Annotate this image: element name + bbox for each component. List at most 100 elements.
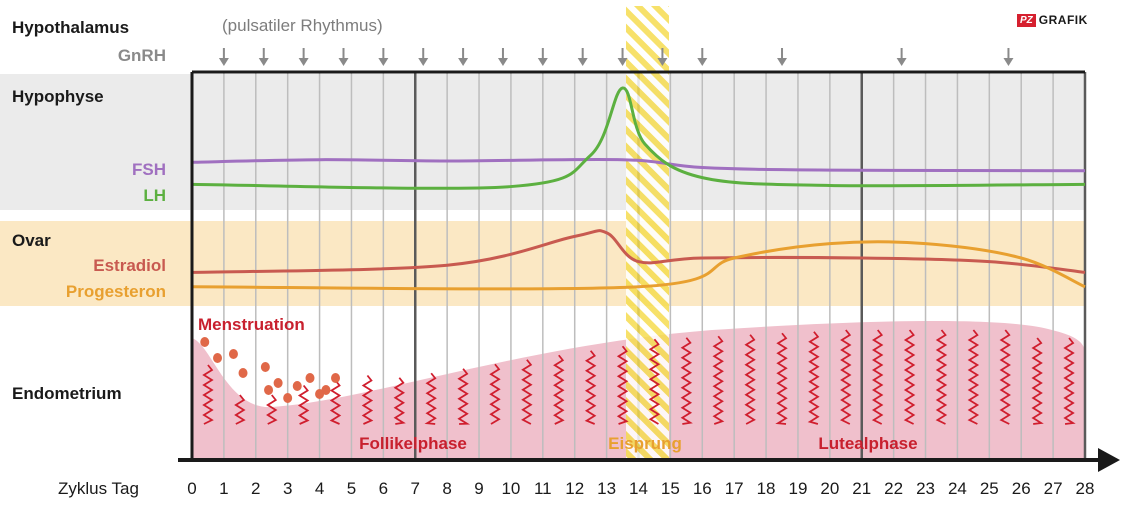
- endometrium-wave: [616, 345, 629, 425]
- x-tick-label: 16: [692, 479, 712, 498]
- x-tick-label: 18: [756, 479, 776, 498]
- endometrium-wave: [202, 364, 214, 425]
- endometrium-wave: [680, 337, 693, 425]
- ovar-label: Ovar: [12, 231, 51, 250]
- menstruation-droplet: [273, 378, 283, 388]
- menstruation-droplet: [228, 349, 238, 359]
- lh-label: LH: [143, 186, 166, 205]
- logo-text: GRAFIK: [1038, 13, 1088, 27]
- endometrium-wave: [329, 379, 342, 425]
- gnrh-pulse-arrowhead: [378, 58, 389, 66]
- endometrium-wave: [457, 368, 471, 425]
- x-tick-label: 20: [820, 479, 840, 498]
- eisprung-label: Eisprung: [608, 434, 682, 453]
- pz-grafik-logo: PZ GRAFIK: [1017, 13, 1088, 27]
- gnrh-pulse-arrowhead: [218, 58, 229, 66]
- gnrh-pulse-arrowhead: [777, 58, 788, 66]
- endometrium-wave: [935, 329, 948, 425]
- endometrium-wave: [393, 377, 406, 425]
- menstruation-droplet: [200, 337, 210, 347]
- pulse-note: (pulsatiler Rhythmus): [222, 16, 383, 35]
- follikelphase-label: Follikelphase: [359, 434, 467, 453]
- ovulation-hatch: [626, 6, 669, 458]
- menstruation-label: Menstruation: [198, 315, 305, 334]
- endometrium-wave: [234, 394, 246, 425]
- gnrh-pulse-arrows: [218, 48, 1014, 66]
- endometrium-wave: [266, 394, 278, 425]
- hormone-curves: [191, 86, 1086, 291]
- hypophyse-label: Hypophyse: [12, 87, 104, 106]
- menstruation-droplet: [213, 353, 223, 363]
- x-tick-label: 7: [410, 479, 420, 498]
- x-tick-label: 15: [660, 479, 680, 498]
- x-tick-label: 11: [533, 479, 552, 498]
- endometrium-wave: [584, 350, 597, 425]
- gnrh-pulse-arrowhead: [1003, 58, 1014, 66]
- gnrh-pulse-arrowhead: [418, 58, 429, 66]
- gnrh-pulse-arrowhead: [298, 58, 309, 66]
- endometrium-wave: [297, 384, 310, 425]
- lutealphase-label: Lutealphase: [818, 434, 918, 453]
- x-tick-label: 5: [346, 479, 357, 498]
- x-tick-label: 23: [916, 479, 935, 498]
- endometrium-wave: [967, 329, 980, 425]
- gnrh-pulse-arrowhead: [577, 58, 588, 66]
- x-tick-label: 24: [947, 479, 967, 498]
- gnrh-pulse-arrowhead: [537, 58, 548, 66]
- endometrium-wave: [871, 329, 884, 425]
- endometrium-wave: [424, 372, 437, 425]
- menstruation-droplet: [292, 381, 302, 391]
- x-tick-label: 14: [629, 479, 648, 498]
- fsh-curve: [191, 157, 1086, 173]
- x-tick-label: 9: [474, 479, 484, 498]
- endometrium-wave: [1063, 337, 1076, 425]
- menstruation-droplet: [260, 362, 270, 372]
- endometrium-wave: [903, 329, 916, 425]
- endometrium-wave: [807, 331, 820, 425]
- endometrium-wave: [839, 329, 852, 425]
- x-tick-label: 13: [597, 479, 617, 498]
- gnrh-pulse-arrowhead: [338, 58, 349, 66]
- menstruation-droplets: [200, 337, 341, 403]
- x-tick-label: 8: [442, 479, 452, 498]
- x-axis-arrowhead: [1098, 448, 1120, 472]
- gnrh-label: GnRH: [117, 46, 166, 65]
- x-tick-label: 1: [219, 479, 229, 498]
- x-axis-title: Zyklus Tag: [58, 479, 139, 498]
- gnrh-pulse-arrowhead: [657, 58, 668, 66]
- menstruation-droplet: [315, 389, 325, 399]
- gnrh-pulse-arrowhead: [617, 58, 628, 66]
- endometrium-wave: [1031, 337, 1044, 425]
- x-tick-label: 4: [314, 479, 325, 498]
- x-tick-label: 3: [282, 479, 293, 498]
- estradiol-curve: [191, 229, 1086, 274]
- menstruation-droplet: [264, 385, 274, 395]
- hypothalamus-label: Hypothalamus: [12, 18, 130, 37]
- menstruation-droplet: [238, 368, 248, 378]
- progesteron-label: Progesteron: [65, 282, 166, 301]
- gnrh-pulse-arrowhead: [697, 58, 708, 66]
- menstruation-droplet: [331, 373, 341, 383]
- x-tick-label: 10: [501, 479, 521, 498]
- endometrium-wave: [712, 335, 725, 425]
- endometrium-wave: [521, 359, 533, 425]
- x-tick-label: 26: [1011, 479, 1031, 498]
- menstruation-droplet: [305, 373, 315, 383]
- fsh-label: FSH: [132, 160, 166, 179]
- endometrium-wave: [999, 329, 1011, 425]
- endometrium-wave: [553, 354, 565, 425]
- lh-curve: [191, 86, 1086, 190]
- x-tick-label: 19: [788, 479, 808, 498]
- gnrh-pulse-arrowhead: [497, 58, 508, 66]
- x-tick-label: 0: [187, 479, 197, 498]
- x-tick-label: 6: [378, 479, 389, 498]
- x-tick-label: 17: [724, 479, 744, 498]
- x-tick-label: 28: [1075, 479, 1095, 498]
- x-tick-label: 27: [1043, 479, 1063, 498]
- progesteron-curve: [191, 240, 1086, 291]
- x-tick-label: 21: [852, 479, 872, 498]
- gnrh-pulse-arrowhead: [258, 58, 269, 66]
- gnrh-pulse-arrowhead: [896, 58, 907, 66]
